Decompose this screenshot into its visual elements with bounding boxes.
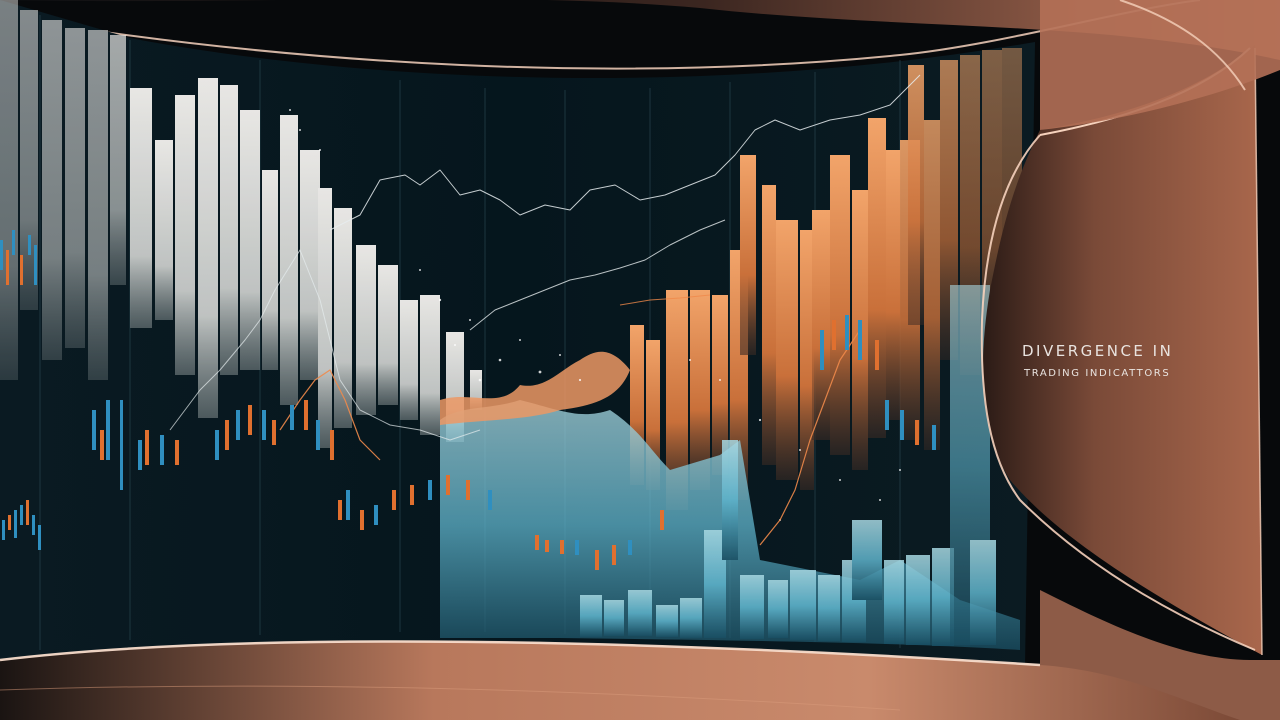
top-copper-wall — [0, 0, 1280, 60]
teal-bars — [580, 285, 996, 646]
copper-panel — [982, 45, 1262, 655]
title-line-1: DIVERGENCE IN — [1022, 342, 1174, 360]
panel-left-edge — [980, 134, 1256, 651]
particles — [289, 109, 901, 521]
bottom-copper-floor — [0, 641, 1240, 720]
title-block: DIVERGENCE IN TRADING INDICATTORS — [1022, 342, 1242, 379]
upper-right-edge — [1119, 0, 1246, 91]
indicator-lines — [169, 74, 921, 546]
bottom-glow-edge — [0, 640, 1041, 667]
white-bars — [0, 0, 482, 448]
panel-right-edge — [1254, 47, 1263, 656]
orange-splash — [440, 351, 630, 425]
candlesticks — [0, 230, 936, 570]
upper-right-copper — [1040, 0, 1280, 130]
floor-reflection — [0, 685, 901, 711]
title-line-2: TRADING INDICATTORS — [1024, 368, 1171, 379]
